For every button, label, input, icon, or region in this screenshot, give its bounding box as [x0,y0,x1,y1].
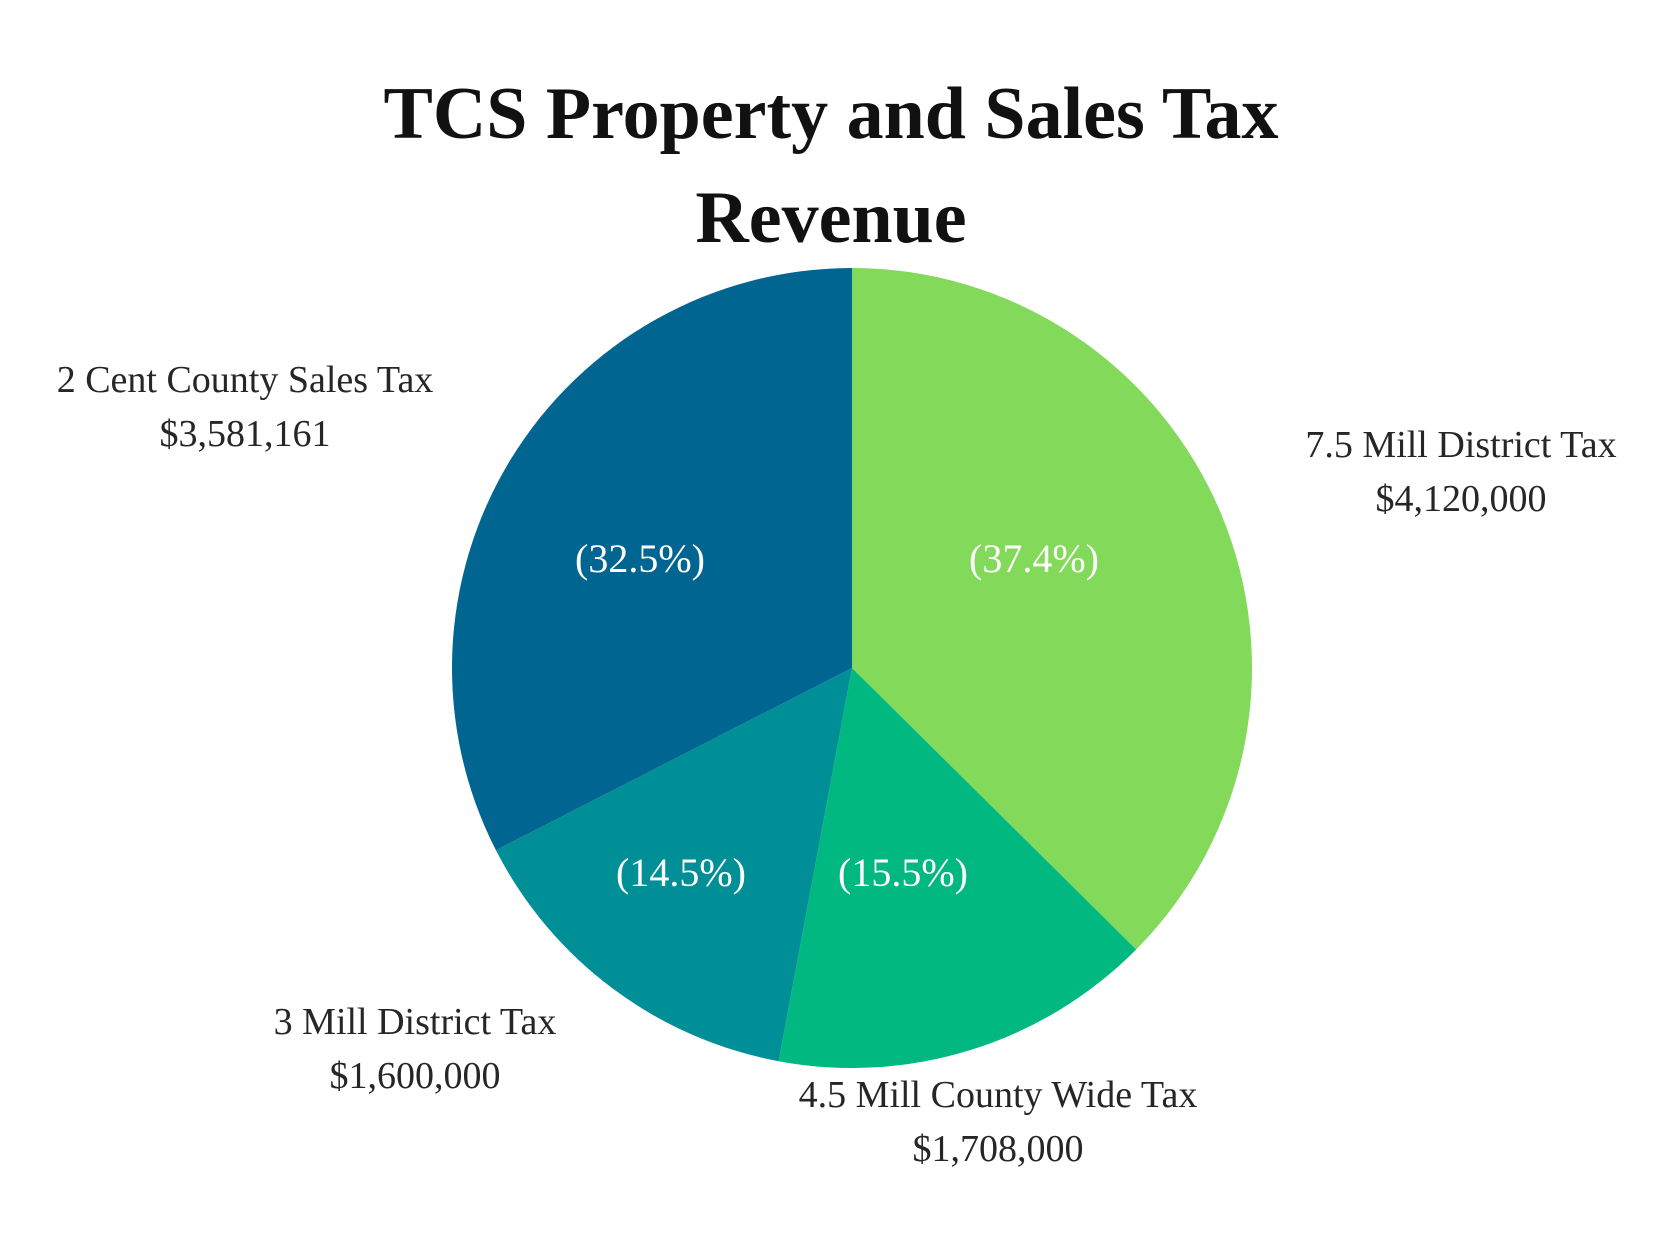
pie-value-label-3: $1,600,000 [330,1055,501,1097]
pie-percent-labels: (37.4%) (15.5%) (14.5%) (32.5%) [575,536,1099,895]
pie-percent-label-3: (14.5%) [616,850,746,895]
chart-title-line-2: Revenue [695,177,967,259]
chart-title-line-1: TCS Property and Sales Tax [383,73,1279,155]
pie-value-label-1: $4,120,000 [1376,478,1547,520]
pie-slice-2 [778,668,1137,1069]
pie-percent-label-1: (37.4%) [969,536,1099,581]
pie-percent-label-2: (15.5%) [838,850,968,895]
pie-slices [452,268,1253,1069]
chart-title: TCS Property and Sales Tax Revenue [0,62,1662,270]
pie-category-label-3: 3 Mill District Tax [274,1001,557,1043]
pie-slice-1 [852,268,1253,950]
pie-category-label-2: 4.5 Mill County Wide Tax [799,1074,1198,1116]
pie-category-label-1: 7.5 Mill District Tax [1305,424,1616,466]
pie-category-label-4: 2 Cent County Sales Tax [57,359,434,401]
pie-percent-label-4: (32.5%) [575,536,705,581]
pie-outer-labels: 7.5 Mill District Tax $4,120,000 4.5 Mill … [57,359,1617,1170]
pie-value-label-2: $1,708,000 [913,1128,1084,1170]
pie-slice-3 [495,668,852,1062]
pie-value-label-4: $3,581,161 [160,413,331,455]
pie-slice-4 [452,268,852,851]
